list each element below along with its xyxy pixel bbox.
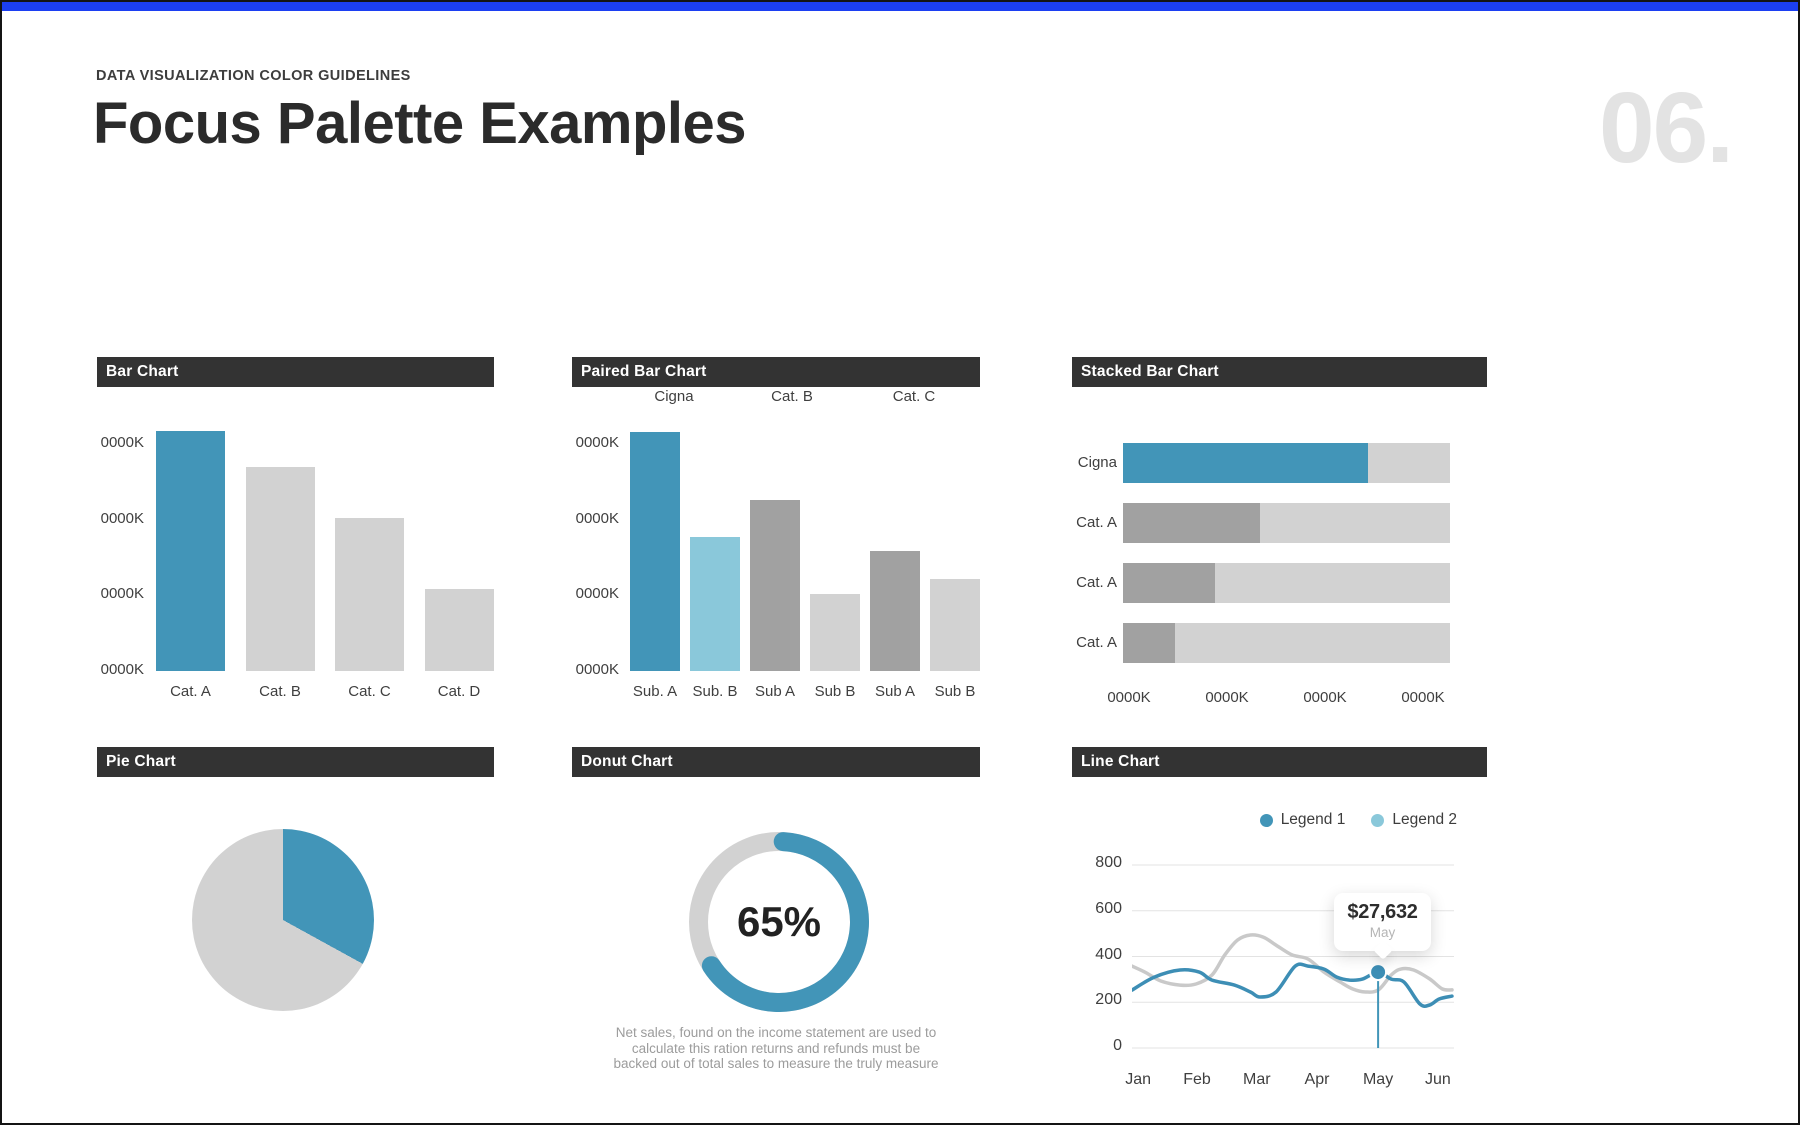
stacked-bar-chart-panel: Stacked Bar Chart Cigna Cat. A Cat. A Cat. … bbox=[1072, 357, 1487, 722]
pie-chart-panel-title: Pie Chart bbox=[97, 747, 494, 777]
x-tick-label: 0000K bbox=[1401, 689, 1445, 706]
category-label: Sub. A bbox=[632, 683, 678, 700]
category-label: Cat. D bbox=[437, 683, 481, 700]
y-tick-label: 200 bbox=[1095, 991, 1122, 1009]
category-label: Sub B bbox=[934, 683, 976, 700]
bar-sub-a-2 bbox=[750, 500, 800, 671]
row-label: Cigna bbox=[1077, 454, 1117, 471]
donut-caption-line: backed out of total sales to measure the… bbox=[613, 1056, 939, 1071]
category-label: Sub A bbox=[874, 683, 916, 700]
bar-cat-a-0 bbox=[156, 431, 225, 671]
bar-sub-a-4 bbox=[870, 551, 920, 671]
kicker: DATA VISUALIZATION COLOR GUIDELINES bbox=[96, 68, 411, 84]
tooltip-label: May bbox=[1369, 925, 1396, 940]
y-tick-label: 0000K bbox=[100, 585, 144, 603]
pie-graphic bbox=[192, 829, 374, 1011]
donut-caption-line: calculate this ration returns and refund… bbox=[631, 1040, 921, 1056]
tooltip: $27,632 May bbox=[1334, 893, 1431, 960]
y-tick-label: 0000K bbox=[575, 585, 619, 603]
bar-fill-cat-a-2 bbox=[1123, 563, 1215, 603]
row-label: Cat. A bbox=[1076, 574, 1117, 591]
page-number: 06. bbox=[1598, 72, 1734, 184]
bar-fill-cat-a-3 bbox=[1123, 623, 1175, 663]
y-tick-label: 0000K bbox=[100, 434, 144, 452]
x-tick-label: 0000K bbox=[1107, 689, 1151, 706]
y-tick-label: 0000K bbox=[575, 434, 619, 452]
x-tick-label: May bbox=[1362, 1071, 1394, 1088]
y-tick-label: 0 bbox=[1113, 1037, 1122, 1054]
x-tick-label: Jun bbox=[1424, 1071, 1451, 1088]
group-label: Cigna bbox=[654, 388, 694, 405]
bar-sub-b-3 bbox=[810, 594, 860, 671]
category-label: Cat. C bbox=[348, 683, 391, 700]
pie-chart-panel: Pie Chart bbox=[97, 747, 494, 1097]
x-tick-label: Apr bbox=[1304, 1071, 1330, 1088]
legend-item: Legend 1 bbox=[1259, 811, 1346, 829]
category-label: Sub B bbox=[814, 683, 856, 700]
row-label: Cat. A bbox=[1076, 514, 1117, 531]
category-label: Sub. B bbox=[692, 683, 738, 700]
bar-cat-c-2 bbox=[335, 518, 404, 671]
legend-2-dot-icon bbox=[1371, 813, 1385, 827]
category-label: Cat. B bbox=[259, 683, 301, 700]
row-label: Cat. A bbox=[1076, 634, 1117, 651]
x-tick-label: 0000K bbox=[1303, 689, 1347, 706]
group-label: Cat. B bbox=[771, 388, 813, 405]
legend-1-label: Legend 1 bbox=[1280, 811, 1346, 828]
legend-2-label: Legend 2 bbox=[1392, 811, 1457, 828]
donut-graphic bbox=[689, 832, 869, 1012]
x-tick-label: Mar bbox=[1243, 1071, 1271, 1088]
bar-fill-cigna-0 bbox=[1123, 443, 1368, 483]
bar-chart-panel: Bar Chart Cat. A Cat. B Cat. C Cat. D 0000K 0… bbox=[97, 357, 494, 722]
tooltip-value: $27,632 bbox=[1347, 901, 1418, 923]
donut-chart-panel-title: Donut Chart bbox=[572, 747, 980, 777]
bar-sub-b-5 bbox=[930, 579, 980, 671]
legend-1-dot-icon bbox=[1259, 813, 1273, 827]
bar-cat-d-3 bbox=[424, 589, 494, 671]
bar-track bbox=[1123, 623, 1450, 663]
line-chart-legend: Legend 1 Legend 2 bbox=[1259, 811, 1457, 829]
donut-caption: Net sales, found on the income statement… bbox=[574, 1025, 978, 1072]
line-chart-panel: Line Chart Legend 1 Legend 2 $27,632 May… bbox=[1072, 747, 1487, 1107]
line-chart-panel-title: Line Chart bbox=[1072, 747, 1487, 777]
x-tick-label: Jan bbox=[1125, 1071, 1151, 1088]
y-tick-label: 800 bbox=[1095, 854, 1122, 871]
bar-sub-a-0 bbox=[630, 432, 680, 671]
bar-sub-b-1 bbox=[690, 537, 740, 671]
x-tick-label: 0000K bbox=[1205, 689, 1249, 706]
category-label: Cat. A bbox=[170, 683, 211, 700]
y-tick-label: 0000K bbox=[100, 509, 144, 527]
bar-fill-cat-a-1 bbox=[1123, 503, 1260, 543]
paired-bar-chart-panel-title: Paired Bar Chart bbox=[572, 357, 980, 387]
bar-cat-b-1 bbox=[245, 467, 315, 671]
line-plot bbox=[1132, 864, 1454, 1049]
page-title: Focus Palette Examples bbox=[93, 91, 747, 156]
donut-percent-label: 65% bbox=[736, 898, 822, 945]
donut-caption-line: Net sales, found on the income statement… bbox=[615, 1025, 937, 1040]
stacked-bar-chart-panel-title: Stacked Bar Chart bbox=[1072, 357, 1487, 387]
y-tick-label: 0000K bbox=[575, 661, 619, 678]
category-label: Sub A bbox=[754, 683, 796, 700]
paired-bar-chart-panel: Paired Bar Chart Sub. A Sub. B Sub A Sub B S… bbox=[572, 357, 980, 722]
y-tick-label: 0000K bbox=[575, 509, 619, 527]
top-accent-strip bbox=[2, 2, 1798, 11]
donut-chart-panel: Donut Chart 65% Net sales, found on the … bbox=[572, 747, 980, 1097]
y-tick-label: 600 bbox=[1095, 899, 1122, 917]
bar-chart-panel-title: Bar Chart bbox=[97, 357, 494, 387]
legend-item: Legend 2 bbox=[1371, 811, 1457, 829]
y-tick-label: 0000K bbox=[100, 661, 144, 678]
x-tick-label: Feb bbox=[1183, 1071, 1211, 1088]
group-label: Cat. C bbox=[892, 388, 936, 405]
y-tick-label: 400 bbox=[1095, 945, 1122, 963]
